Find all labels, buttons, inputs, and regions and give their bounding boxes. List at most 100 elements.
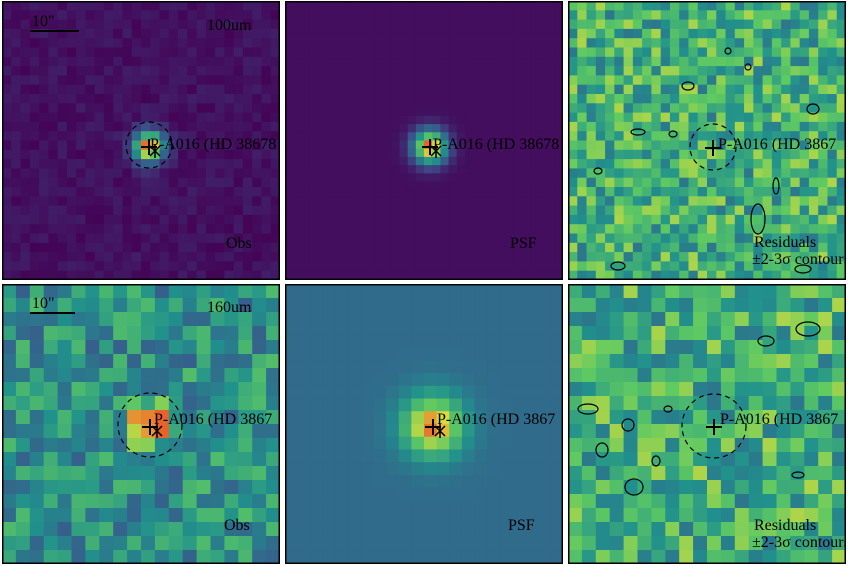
pixel [424,360,438,374]
pixel [325,271,335,280]
pixel [127,284,142,299]
pixel [781,38,791,49]
pixel [360,487,375,501]
pixel [215,214,225,225]
pixel [827,242,838,253]
pixel [29,1,40,11]
pixel [187,1,198,11]
pixel [317,156,327,166]
pixel [15,522,31,537]
pixel [522,238,531,248]
pixel [734,121,745,132]
pixel [586,121,597,132]
pixel [623,47,634,58]
pixel [374,173,384,183]
pixel [537,525,551,540]
pixel [424,373,438,387]
pixel [210,340,225,355]
pixel [818,75,829,86]
pixel [781,75,791,86]
pixel [242,187,253,197]
pixel [224,298,239,313]
pixel [205,84,216,95]
pixel [818,298,833,313]
pixel [725,38,736,49]
pixel [182,494,198,509]
pixel [309,9,319,19]
pixel [39,94,49,104]
pixel [440,42,450,51]
pixel [325,222,335,232]
pixel [141,536,156,551]
pixel [334,132,343,142]
pixel [804,410,819,425]
pixel [424,271,433,280]
pixel [309,42,319,51]
pixel [449,474,463,489]
pixel [790,312,805,327]
pixel [196,522,212,537]
pixel [513,66,523,76]
pixel [43,536,59,551]
pixel [771,19,782,30]
pixel [131,131,142,142]
pixel [512,424,526,438]
pixel [808,121,819,132]
pixel [679,284,694,299]
pixel [568,522,583,537]
pixel [233,94,244,104]
pixel [546,132,556,142]
pixel [48,196,59,207]
pixel [669,196,680,207]
pixel [285,373,299,387]
pixel [182,466,198,481]
pixel [827,252,838,262]
pixel [366,230,376,240]
pixel [252,466,267,481]
pixel [2,354,17,369]
pixel [707,508,722,523]
pixel [407,66,417,76]
pixel [127,410,142,425]
pixel [94,233,105,244]
pixel [350,99,360,109]
pixel [720,438,736,453]
pixel [66,1,77,11]
pixel [2,47,12,58]
pixel [168,550,184,564]
pixel [407,33,417,43]
pixel [57,452,73,467]
pixel [57,224,68,235]
pixel [154,396,170,411]
pixel [322,525,337,540]
pixel [103,10,114,21]
pixel [196,56,207,67]
pixel [2,28,12,39]
pixel [790,242,801,253]
pixel [538,91,548,101]
pixel [386,385,400,400]
pixel [499,487,514,501]
pixel [391,42,401,51]
pixel [350,206,360,215]
pixel [141,252,151,262]
pixel [383,140,392,150]
pixel [799,233,810,244]
pixel [734,214,745,225]
pixel [57,252,68,262]
pixel [373,551,387,564]
pixel [386,284,400,298]
pixel [94,159,105,169]
pixel [550,513,563,527]
pixel [358,124,368,133]
pixel [781,187,791,197]
pixel [799,10,810,21]
pixel [85,121,96,132]
pixel [688,131,699,142]
pixel [399,247,409,256]
pixel [530,17,540,27]
pixel [270,270,280,280]
pixel [512,347,526,361]
pixel [550,525,563,540]
pixel [285,436,299,451]
